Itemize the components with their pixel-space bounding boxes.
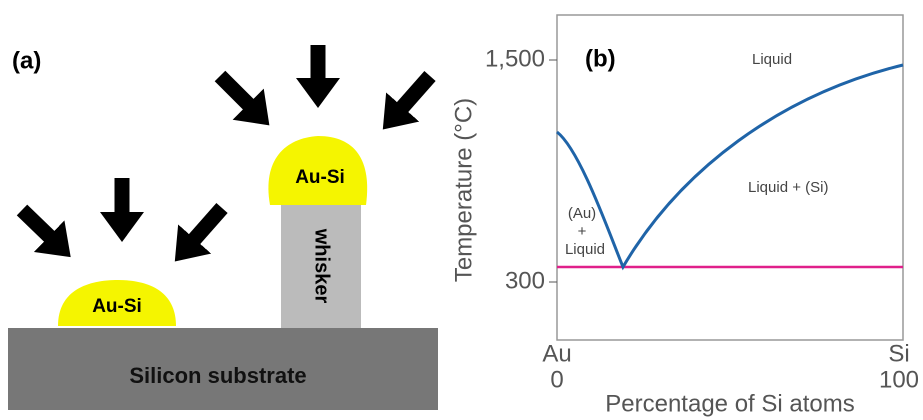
region-label: Liquid [565, 241, 605, 258]
x-end-element: Si [888, 340, 909, 367]
page: (a) Silicon substrate Au-Si whisker Au-S… [0, 0, 923, 420]
panel-b: 1,500 300 Temperature (°C) Au 0 Si 100 P… [450, 15, 919, 417]
region-label: + [578, 223, 587, 240]
panel-label: (b) [585, 45, 616, 72]
region-label: Liquid [752, 51, 792, 68]
x-axis-title: Percentage of Si atoms [605, 390, 854, 417]
y-axis-title: Temperature (°C) [450, 98, 477, 282]
panel-a: (a) Silicon substrate Au-Si whisker Au-S… [8, 45, 438, 410]
droplet-label: Au-Si [295, 167, 345, 188]
arrows [22, 45, 430, 242]
whisker-label: whisker [311, 228, 333, 304]
liquidus-curve [557, 65, 903, 267]
droplet-label: Au-Si [92, 296, 142, 317]
x-end-percent: 0 [550, 366, 563, 393]
x-end-percent: 100 [879, 366, 919, 393]
region-label: (Au) [568, 205, 596, 222]
panel-label: (a) [12, 47, 41, 74]
region-label: Liquid + (Si) [748, 179, 828, 196]
x-end-element: Au [542, 340, 571, 367]
substrate-label: Silicon substrate [129, 363, 306, 388]
y-tick-label: 1,500 [485, 45, 545, 72]
y-tick-label: 300 [505, 267, 545, 294]
figure: (a) Silicon substrate Au-Si whisker Au-S… [0, 0, 923, 420]
